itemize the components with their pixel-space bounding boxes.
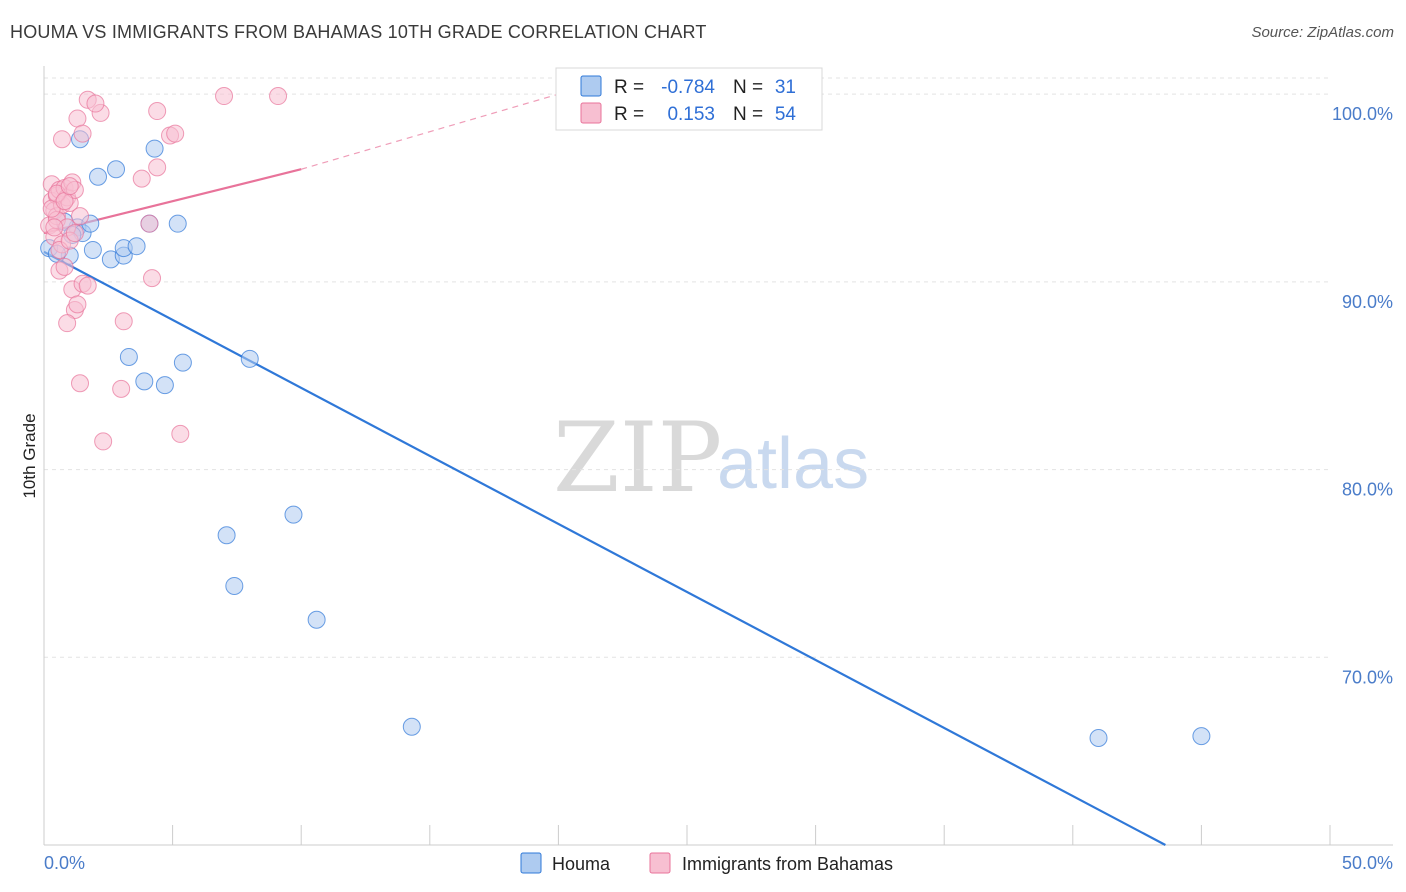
bahamas-point bbox=[78, 276, 97, 295]
bahamas-point bbox=[68, 295, 87, 314]
bahamas-point bbox=[148, 102, 167, 121]
y-tick-labels: 70.0% 80.0% 90.0% 100.0% bbox=[1332, 104, 1393, 687]
bottom-legend-swatch-houma bbox=[520, 852, 542, 874]
bahamas-point bbox=[132, 169, 151, 188]
source-label: Source: ZipAtlas.com bbox=[1251, 24, 1394, 41]
legend-r-label-bahamas: R = bbox=[614, 104, 644, 125]
houma-point bbox=[119, 347, 138, 366]
y-tick-label: 70.0% bbox=[1342, 667, 1393, 687]
houma-point bbox=[135, 372, 154, 391]
legend-n-value-bahamas: 54 bbox=[775, 104, 797, 125]
bahamas-point bbox=[171, 424, 190, 443]
grid-lines bbox=[44, 77, 1330, 658]
houma-point bbox=[168, 214, 187, 233]
houma-point bbox=[89, 167, 108, 186]
legend-r-label-houma: R = bbox=[614, 77, 644, 98]
bahamas-point bbox=[112, 379, 131, 398]
y-tick-label: 80.0% bbox=[1342, 480, 1393, 500]
houma-point bbox=[402, 717, 421, 736]
houma-point bbox=[307, 610, 326, 629]
houma-point bbox=[127, 237, 146, 256]
x-tick-label-end: 50.0% bbox=[1342, 853, 1393, 873]
x-tick-labels: 0.0% 50.0% bbox=[44, 853, 1393, 873]
legend-r-value-bahamas: 0.153 bbox=[667, 104, 715, 125]
bahamas-point bbox=[71, 207, 90, 226]
watermark-atlas: atlas bbox=[717, 424, 869, 504]
watermark: ZIP atlas bbox=[553, 402, 869, 514]
axes bbox=[43, 66, 1393, 846]
houma-point bbox=[83, 240, 102, 259]
houma-point bbox=[217, 526, 236, 545]
bahamas-point bbox=[53, 130, 72, 149]
legend-r-value-houma: -0.784 bbox=[661, 77, 715, 98]
bahamas-point bbox=[60, 177, 79, 196]
bahamas-point bbox=[143, 269, 162, 288]
bahamas-point bbox=[114, 312, 133, 331]
legend-swatch-bahamas bbox=[580, 102, 602, 124]
houma-point bbox=[284, 505, 303, 524]
bahamas-point bbox=[140, 214, 159, 233]
y-tick-label: 100.0% bbox=[1332, 104, 1393, 124]
watermark-zip: ZIP bbox=[553, 402, 722, 514]
correlation-legend: R = -0.784 N = 31 R = 0.153 N = 54 bbox=[555, 67, 823, 131]
x-tick-label-start: 0.0% bbox=[44, 853, 85, 873]
bahamas-point bbox=[55, 257, 74, 276]
houma-trend-line bbox=[43, 250, 1166, 846]
houma-point bbox=[1089, 729, 1108, 748]
bahamas-trend-extension bbox=[301, 93, 559, 170]
houma-point bbox=[107, 160, 126, 179]
bahamas-point bbox=[55, 192, 74, 211]
houma-point bbox=[155, 376, 174, 395]
bahamas-point bbox=[58, 314, 77, 333]
y-axis-label: 10th Grade bbox=[20, 413, 39, 498]
y-tick-label: 90.0% bbox=[1342, 292, 1393, 312]
bahamas-point bbox=[86, 94, 105, 113]
legend-n-value-houma: 31 bbox=[775, 77, 796, 98]
houma-point bbox=[240, 349, 259, 368]
chart-title: HOUMA VS IMMIGRANTS FROM BAHAMAS 10TH GR… bbox=[10, 22, 707, 42]
houma-point bbox=[225, 576, 244, 595]
bottom-legend-swatch-bahamas bbox=[649, 852, 671, 874]
series-legend: Houma Immigrants from Bahamas bbox=[520, 852, 893, 874]
bahamas-point bbox=[148, 158, 167, 177]
houma-point bbox=[173, 353, 192, 372]
bahamas-point bbox=[269, 87, 288, 106]
houma-point bbox=[145, 139, 164, 158]
bahamas-point bbox=[65, 224, 84, 243]
bahamas-point bbox=[71, 374, 90, 393]
data-points bbox=[40, 87, 1211, 748]
legend-swatch-houma bbox=[580, 75, 602, 97]
bahamas-point bbox=[73, 124, 92, 143]
bahamas-point bbox=[215, 87, 234, 106]
bottom-legend-label-bahamas: Immigrants from Bahamas bbox=[682, 854, 893, 874]
bahamas-point bbox=[68, 109, 87, 128]
bahamas-point bbox=[94, 432, 113, 451]
legend-n-label-houma: N = bbox=[733, 77, 763, 98]
legend-n-label-bahamas: N = bbox=[733, 104, 763, 125]
bahamas-point bbox=[45, 218, 64, 237]
bahamas-point bbox=[166, 124, 185, 143]
bottom-legend-label-houma: Houma bbox=[552, 854, 611, 874]
houma-point bbox=[1192, 727, 1211, 746]
